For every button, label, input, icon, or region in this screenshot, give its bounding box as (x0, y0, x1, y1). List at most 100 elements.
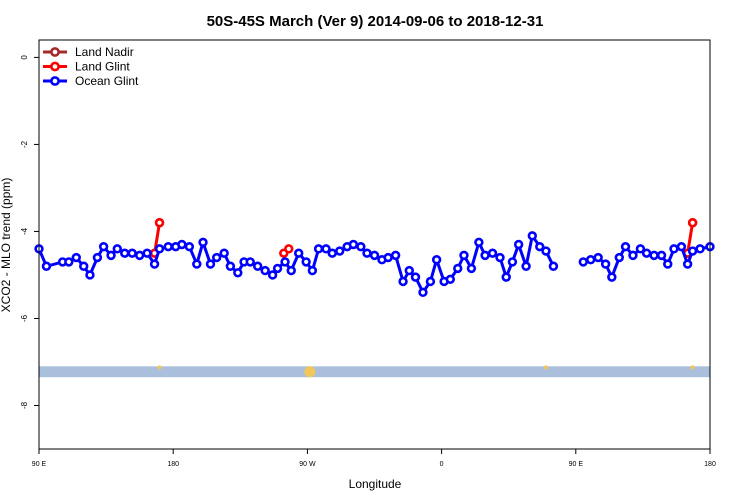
ocean-glint-point (245, 257, 255, 267)
land-glint-point (154, 218, 165, 228)
band-marker (543, 365, 548, 370)
y-tick-label: 0 (20, 55, 29, 60)
legend-swatch-marker (50, 61, 60, 72)
x-axis-label: Longitude (349, 477, 402, 491)
legend-label: Land Glint (75, 60, 130, 74)
ocean-glint-point (578, 257, 588, 267)
ocean-glint-point (425, 276, 436, 287)
ocean-glint-point (369, 250, 380, 261)
land-glint-line (686, 222, 695, 254)
ocean-glint-point (211, 252, 222, 263)
ocean-glint-point (521, 261, 531, 271)
ocean-glint-point (398, 276, 408, 287)
ocean-glint-point (198, 237, 208, 248)
x-tick-label: 180 (167, 461, 179, 468)
ocean-glint-point (356, 241, 366, 252)
ocean-glint-point (466, 263, 477, 274)
ocean-glint-point (431, 255, 442, 265)
y-tick-label: -2 (20, 140, 29, 148)
ocean-glint-point (383, 252, 393, 263)
ocean-glint-point (112, 244, 122, 254)
band-marker (690, 365, 695, 370)
ocean-glint-point (541, 246, 551, 256)
ocean-glint-point (418, 287, 428, 298)
ocean-glint-point (205, 259, 216, 269)
ocean-glint-point (219, 248, 229, 258)
ocean-glint-point (184, 241, 195, 252)
legend-label: Land Nadir (75, 45, 134, 59)
ocean-glint-point (614, 252, 624, 263)
ocean-glint-point (192, 259, 202, 269)
y-axis: 0 -2 -4 -6 -8 (20, 55, 39, 409)
ocean-glint-point (410, 272, 421, 282)
ocean-glint-point (149, 259, 160, 269)
ocean-glint-point (487, 248, 498, 258)
band-layer (39, 365, 710, 378)
ocean-glint-point (127, 248, 137, 258)
land-glint-point (284, 244, 294, 254)
ocean-glint-point (233, 268, 243, 278)
ocean-glint-point (669, 244, 679, 254)
ocean-glint-point (348, 239, 359, 250)
ocean-glint-point (313, 244, 324, 254)
ocean-glint-point (163, 241, 173, 252)
ocean-glint-point (142, 248, 152, 258)
x-axis: 90 E 180 90 W 0 90 E 180 (32, 449, 716, 468)
ocean-glint-point (495, 252, 505, 263)
coverage-band (39, 366, 710, 378)
ocean-glint-point (641, 248, 652, 258)
ocean-glint-point (390, 250, 401, 261)
ocean-glint-point (98, 241, 109, 252)
ocean-glint-point (687, 246, 698, 256)
x-tick-label: 90 E (32, 461, 47, 468)
ocean-glint-point (64, 257, 74, 267)
ocean-glint-point (225, 261, 236, 271)
y-axis-label: XCO2 - MLO trend (ppm) (0, 178, 13, 313)
ocean-glint-point (527, 231, 538, 241)
ocean-glint-point (474, 237, 484, 248)
band-marker (304, 366, 316, 378)
ocean-glint-point (620, 241, 631, 252)
ocean-glint-point (79, 261, 89, 271)
ocean-glint-point (600, 259, 611, 269)
ocean-glint-point (321, 244, 331, 254)
ocean-glint-point (134, 250, 145, 261)
ocean-glint-point (260, 265, 270, 276)
y-tick-label: -8 (20, 401, 29, 409)
ocean-glint-point (593, 252, 603, 263)
land-glint-point (687, 218, 698, 228)
ocean-glint-point (480, 250, 490, 261)
ocean-glint-point (252, 261, 263, 271)
ocean-glint-point (682, 259, 693, 269)
ocean-glint-point (362, 248, 372, 258)
legend-swatch-marker (50, 47, 60, 57)
plot-frame (38, 39, 711, 450)
ocean-glint-point (663, 259, 673, 269)
x-tick-label: 180 (704, 461, 716, 468)
ocean-glint-point (459, 250, 469, 261)
ocean-glint-point (501, 272, 511, 282)
x-tick-label: 90 W (299, 461, 316, 468)
ocean-glint-point (635, 244, 646, 254)
ocean-glint-point (404, 265, 414, 276)
ocean-glint-point (154, 244, 165, 254)
ocean-glint-point (106, 250, 116, 261)
ocean-glint-point (548, 261, 559, 271)
chart-title: 50S-45S March (Ver 9) 2014-09-06 to 2018… (207, 13, 544, 30)
ocean-glint-point (267, 270, 278, 280)
ocean-glint-point (177, 239, 187, 250)
y-tick-label: -4 (20, 227, 29, 235)
ocean-glint-point (280, 257, 290, 267)
ocean-glint-point (507, 257, 518, 267)
ocean-glint-point (327, 248, 337, 258)
ocean-glint-point (335, 246, 345, 256)
ocean-glint-point (41, 261, 52, 271)
ocean-glint-point (656, 250, 667, 261)
ocean-glint-point (294, 248, 304, 258)
legend-swatch-marker (50, 76, 60, 86)
ocean-glint-point (307, 265, 318, 276)
legend-label: Ocean Glint (75, 74, 139, 88)
ocean-glint-point (71, 252, 81, 263)
band-marker (157, 365, 162, 370)
